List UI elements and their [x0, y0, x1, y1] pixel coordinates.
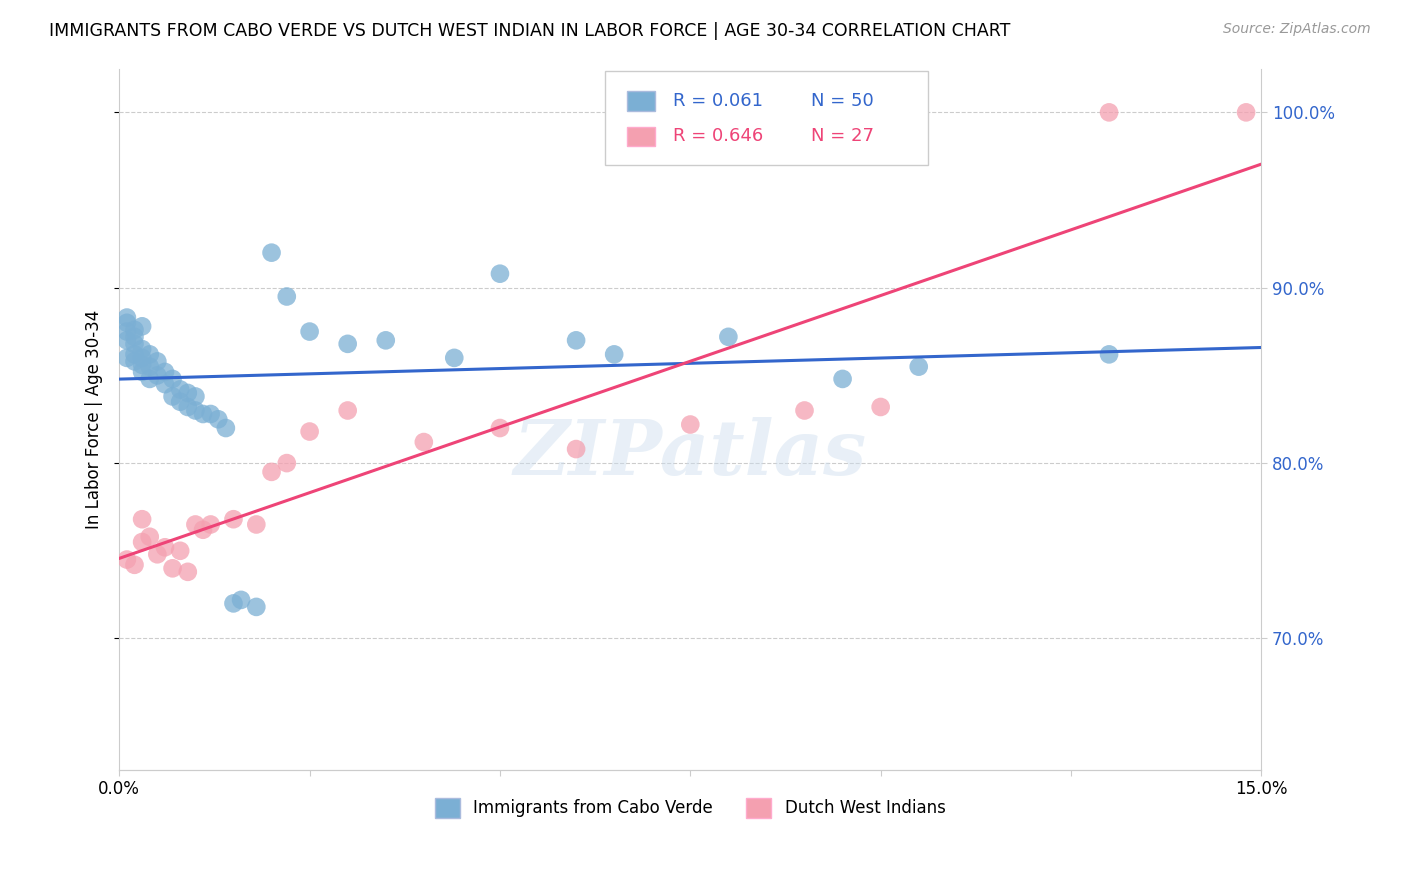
Point — [115, 310, 138, 325]
Point — [298, 325, 321, 339]
Text: ZIPatlas: ZIPatlas — [513, 417, 868, 491]
Point — [229, 593, 252, 607]
Point — [124, 347, 146, 361]
Point — [124, 336, 146, 351]
Point — [443, 351, 465, 365]
Point — [146, 547, 169, 561]
Point — [162, 561, 184, 575]
Legend: Immigrants from Cabo Verde, Dutch West Indians: Immigrants from Cabo Verde, Dutch West I… — [429, 791, 952, 825]
Point — [679, 417, 702, 432]
Point — [162, 372, 184, 386]
Point — [131, 365, 153, 379]
Text: R = 0.646: R = 0.646 — [673, 128, 763, 145]
Point — [215, 421, 238, 435]
Point — [115, 334, 138, 348]
Point — [115, 552, 138, 566]
Point — [565, 334, 588, 348]
Point — [115, 316, 138, 330]
Point — [138, 372, 160, 386]
Point — [200, 407, 222, 421]
Point — [131, 512, 153, 526]
Point — [169, 394, 191, 409]
Point — [131, 342, 153, 356]
Point — [336, 403, 359, 417]
Point — [184, 403, 207, 417]
Point — [1098, 105, 1121, 120]
Point — [162, 389, 184, 403]
Point — [489, 421, 512, 435]
Point — [184, 389, 207, 403]
Point — [177, 400, 200, 414]
Point — [131, 351, 153, 365]
Point — [412, 435, 434, 450]
Point — [131, 319, 153, 334]
Point — [200, 517, 222, 532]
Point — [146, 354, 169, 368]
Point — [115, 351, 138, 365]
Y-axis label: In Labor Force | Age 30-34: In Labor Force | Age 30-34 — [86, 310, 103, 529]
Point — [260, 465, 283, 479]
Point — [1098, 347, 1121, 361]
Text: Source: ZipAtlas.com: Source: ZipAtlas.com — [1223, 22, 1371, 37]
Point — [169, 543, 191, 558]
Point — [124, 323, 146, 337]
Point — [374, 334, 396, 348]
Point — [184, 517, 207, 532]
Point — [131, 535, 153, 549]
Point — [489, 267, 512, 281]
Point — [138, 347, 160, 361]
Text: IMMIGRANTS FROM CABO VERDE VS DUTCH WEST INDIAN IN LABOR FORCE | AGE 30-34 CORRE: IMMIGRANTS FROM CABO VERDE VS DUTCH WEST… — [49, 22, 1011, 40]
Point — [207, 412, 229, 426]
Point — [245, 517, 267, 532]
Point — [138, 530, 160, 544]
Point — [276, 456, 298, 470]
Point — [869, 400, 891, 414]
Point — [124, 558, 146, 572]
Point — [124, 330, 146, 344]
Point — [222, 512, 245, 526]
Point — [153, 365, 176, 379]
Point — [138, 359, 160, 374]
Text: N = 50: N = 50 — [811, 92, 875, 110]
Point — [298, 425, 321, 439]
Point — [336, 336, 359, 351]
Point — [260, 245, 283, 260]
Point — [907, 359, 929, 374]
Point — [146, 368, 169, 383]
Point — [177, 386, 200, 401]
Point — [169, 383, 191, 397]
Point — [603, 347, 626, 361]
Point — [1234, 105, 1257, 120]
Point — [831, 372, 853, 386]
Point — [565, 442, 588, 456]
Point — [191, 407, 214, 421]
Point — [153, 377, 176, 392]
Text: R = 0.061: R = 0.061 — [673, 92, 763, 110]
Point — [793, 403, 815, 417]
Point — [245, 599, 267, 614]
Point — [276, 289, 298, 303]
Point — [124, 354, 146, 368]
Point — [222, 596, 245, 610]
Point — [131, 358, 153, 372]
Point — [717, 330, 740, 344]
Point — [153, 541, 176, 555]
Point — [115, 325, 138, 339]
Text: N = 27: N = 27 — [811, 128, 875, 145]
Point — [191, 523, 214, 537]
Point — [177, 565, 200, 579]
